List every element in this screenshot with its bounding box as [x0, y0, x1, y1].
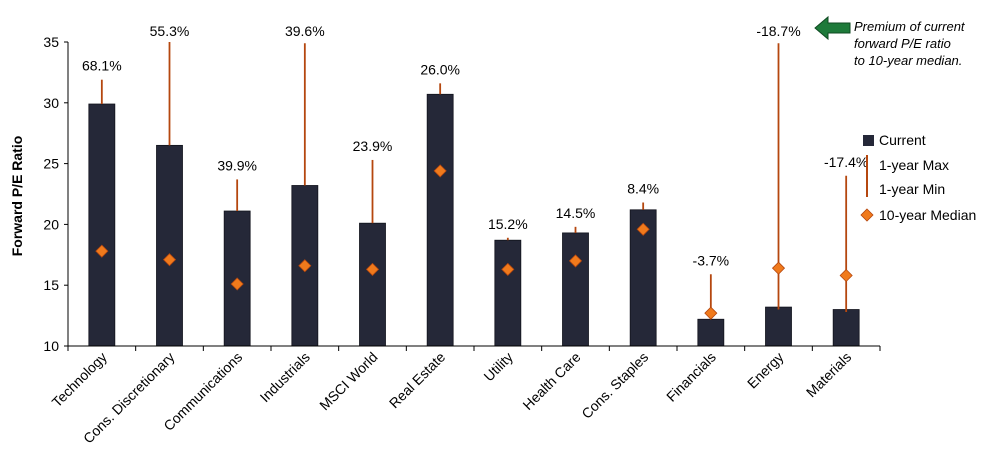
bars-layer	[88, 93, 860, 347]
category-label: Energy	[744, 349, 787, 392]
annotation-line-3: to 10-year median.	[854, 53, 963, 68]
y-tick-label: 30	[43, 95, 59, 111]
median-marker	[704, 306, 718, 320]
category-label: Utility	[480, 349, 516, 385]
legend-label-current: Current	[879, 132, 926, 148]
category-label: MSCI World	[316, 349, 380, 413]
median-marker	[771, 261, 786, 275]
legend: Current 1-year Max 1-year Min 10-year Me…	[860, 132, 976, 223]
y-tick-label: 25	[43, 156, 59, 172]
median-marker	[162, 253, 177, 267]
premium-label: -18.7%	[756, 23, 800, 39]
category-label: Health Care	[519, 349, 583, 413]
annotation-line-1: Premium of current	[854, 19, 965, 34]
category-label: Real Estate	[386, 349, 449, 412]
premium-label: 8.4%	[627, 181, 659, 197]
premium-label: 15.2%	[488, 216, 528, 232]
category-label: Financials	[663, 349, 719, 405]
category-label: Cons. Staples	[578, 349, 651, 422]
premium-label: 23.9%	[353, 138, 393, 154]
bar-current	[156, 144, 183, 347]
median-marker	[298, 259, 312, 273]
bar-current	[562, 232, 589, 347]
bar-current	[765, 306, 792, 347]
median-marker	[230, 277, 244, 291]
median-marker	[501, 262, 515, 276]
premium-label: 68.1%	[82, 58, 122, 74]
legend-label-max: 1-year Max	[879, 157, 949, 173]
premium-label: 39.6%	[285, 23, 325, 39]
premium-label: 26.0%	[420, 61, 460, 77]
premium-annotation: Premium of current forward P/E ratio to …	[854, 18, 994, 69]
bar-current	[494, 239, 522, 347]
bar-current	[832, 309, 860, 347]
median-markers-layer	[95, 164, 853, 320]
legend-label-median: 10-year Median	[879, 207, 976, 223]
y-tick-label: 10	[43, 338, 59, 354]
bar-current	[88, 103, 116, 347]
legend-swatch-median	[860, 208, 874, 222]
axes-layer: 10 15 20 25 30 35	[43, 34, 881, 354]
y-tick-label: 20	[43, 216, 59, 232]
median-marker	[95, 244, 109, 258]
category-label: Materials	[803, 349, 854, 400]
y-axis-title: Forward P/E Ratio	[9, 136, 25, 257]
premium-label: 14.5%	[556, 205, 596, 221]
y-tick-label: 15	[43, 277, 59, 293]
median-marker	[568, 254, 583, 268]
legend-label-min: 1-year Min	[879, 181, 945, 197]
bar-current	[359, 222, 386, 347]
premium-label: 39.9%	[217, 157, 257, 173]
bar-current	[426, 93, 454, 347]
median-marker	[839, 268, 853, 283]
left-arrow-icon	[814, 15, 851, 41]
premium-label: -17.4%	[824, 154, 868, 170]
category-label: Industrials	[257, 349, 313, 405]
median-marker	[433, 164, 447, 178]
premium-label: -3.7%	[693, 252, 730, 268]
bar-current	[697, 318, 725, 347]
premium-label: 55.3%	[150, 23, 190, 39]
category-label: Technology	[49, 349, 110, 410]
y-tick-label: 35	[43, 34, 59, 50]
median-marker	[636, 222, 650, 236]
legend-swatch-current	[863, 135, 874, 146]
median-marker	[365, 262, 380, 276]
annotation-line-2: forward P/E ratio	[854, 36, 951, 51]
range-lines-layer	[100, 42, 848, 320]
